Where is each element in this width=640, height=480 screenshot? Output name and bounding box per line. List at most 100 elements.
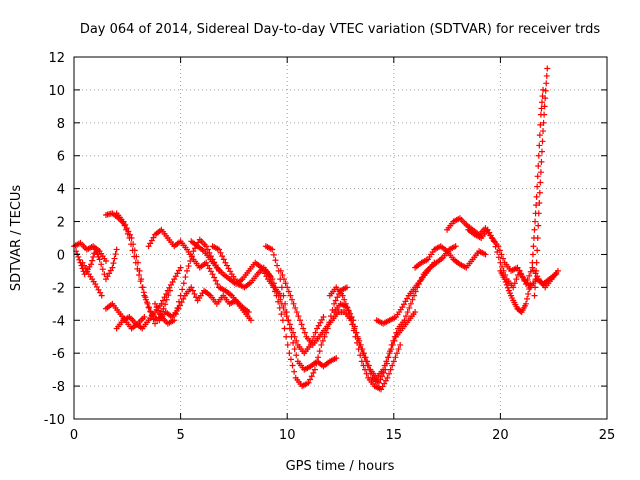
series-track-20 (412, 243, 489, 271)
x-axis-label: GPS time / hours (286, 459, 395, 474)
y-tick-label: -10 (44, 413, 65, 428)
data-point (538, 148, 545, 155)
data-point (332, 297, 339, 304)
data-point (140, 289, 147, 296)
data-point (313, 360, 320, 367)
data-point (282, 309, 289, 316)
data-point (160, 305, 167, 312)
data-point (353, 329, 360, 336)
data-point (401, 317, 408, 324)
data-point (132, 259, 139, 266)
data-point (300, 325, 307, 332)
data-point (537, 121, 544, 128)
data-point (274, 288, 281, 295)
data-point (152, 300, 159, 307)
data-point (112, 251, 119, 258)
data-point (541, 103, 548, 110)
data-point (501, 276, 508, 283)
data-point (403, 313, 410, 320)
data-point (536, 189, 543, 196)
data-point (356, 341, 363, 348)
data-point (182, 274, 189, 281)
series-track-19 (373, 259, 438, 327)
x-tick-label: 15 (386, 428, 403, 443)
data-point (269, 246, 276, 253)
data-point (387, 366, 394, 373)
data-point (128, 241, 135, 248)
data-point (247, 317, 254, 324)
data-point (514, 272, 521, 279)
data-point (298, 321, 305, 328)
data-point (193, 294, 200, 301)
series-track-21 (444, 215, 559, 291)
data-point (126, 235, 133, 241)
data-point (383, 360, 390, 367)
data-point (379, 373, 386, 380)
data-point (269, 276, 276, 283)
data-point (180, 295, 187, 302)
data-point (530, 243, 537, 250)
data-point (534, 183, 541, 190)
data-point (375, 379, 382, 386)
series-track-03 (79, 259, 105, 299)
data-point (452, 243, 459, 250)
data-point (510, 284, 517, 291)
data-point (538, 158, 545, 165)
data-point (285, 317, 292, 324)
data-point (412, 309, 419, 316)
data-point (318, 341, 325, 348)
data-point (219, 253, 226, 260)
data-point (500, 255, 507, 262)
data-point (123, 226, 130, 233)
plot-frame (73, 56, 608, 420)
data-point (139, 284, 146, 291)
data-point (293, 352, 300, 359)
data-point (311, 366, 318, 373)
y-tick-label: 2 (57, 216, 65, 231)
data-point (310, 369, 317, 376)
series-track-10 (156, 284, 252, 324)
data-point (188, 284, 195, 291)
data-point (348, 313, 355, 320)
data-point (212, 277, 219, 284)
data-point (191, 290, 198, 297)
data-point (278, 300, 285, 307)
data-point (124, 230, 131, 237)
y-tick-label: -2 (52, 281, 65, 296)
data-point (220, 256, 227, 263)
data-point (495, 254, 502, 261)
data-point (288, 296, 295, 303)
data-point (179, 286, 186, 293)
data-point (99, 266, 106, 273)
data-point (536, 200, 543, 207)
data-point (101, 271, 108, 278)
data-point (245, 309, 252, 316)
data-point (147, 308, 154, 315)
data-point (290, 300, 297, 307)
data-point (347, 310, 354, 317)
data-point (215, 246, 222, 253)
data-point (292, 304, 299, 311)
data-point (315, 354, 322, 361)
data-point (532, 284, 539, 291)
data-point (498, 251, 505, 258)
data-point (535, 152, 542, 159)
data-point (152, 320, 159, 327)
data-point (534, 235, 541, 241)
data-point (431, 259, 438, 266)
data-point (524, 295, 531, 302)
data-point (283, 313, 290, 320)
data-point (389, 362, 396, 369)
data-point (183, 267, 190, 274)
data-point (498, 263, 505, 270)
data-point (554, 267, 561, 274)
data-point (535, 222, 542, 229)
data-point (161, 294, 168, 301)
chart-title: Day 064 of 2014, Sidereal Day-to-day VTE… (80, 22, 601, 37)
data-point (540, 119, 547, 126)
data-point (536, 132, 543, 139)
data-point (533, 267, 540, 274)
data-point (278, 311, 285, 318)
data-point (540, 86, 547, 93)
data-point (392, 354, 399, 361)
